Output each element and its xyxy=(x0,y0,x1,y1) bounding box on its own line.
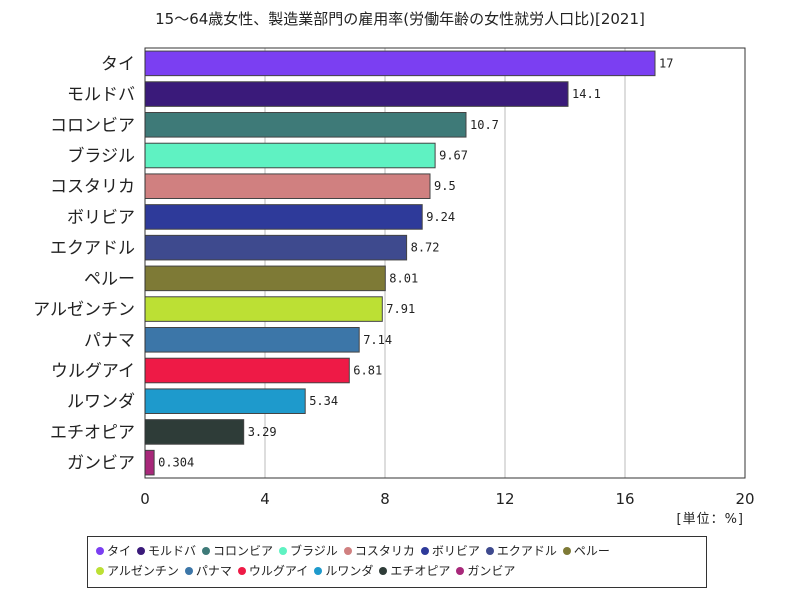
legend-label: ウルグアイ xyxy=(248,564,309,578)
legend-item: ペルー xyxy=(562,541,610,561)
bar-value-label: 9.24 xyxy=(426,210,455,224)
category-label: ルワンダ xyxy=(67,392,135,412)
bar xyxy=(144,388,306,414)
legend-swatch xyxy=(202,547,211,555)
bar xyxy=(144,234,408,261)
legend-item: エクアドル xyxy=(485,541,557,561)
category-label: パナマ xyxy=(84,331,135,351)
legend-swatch xyxy=(485,547,494,555)
x-tick-label: 20 xyxy=(735,490,754,508)
x-tick-label: 12 xyxy=(495,490,514,508)
bar-value-label: 6.81 xyxy=(353,364,382,378)
legend-label: ルワンダ xyxy=(325,564,374,578)
category-label: モルドバ xyxy=(67,85,135,105)
legend-item: アルゼンチン xyxy=(96,561,179,581)
unit-label: [単位：%] xyxy=(676,512,744,527)
bar-value-label: 8.72 xyxy=(411,241,440,255)
bar-value-label: 3.29 xyxy=(248,425,277,439)
legend-label: アルゼンチン xyxy=(107,564,179,578)
chart-title: 15～64歳女性、製造業部門の雇用率(労働年齢の女性就労人口比)[2021] xyxy=(155,10,645,28)
legend-label: モルドバ xyxy=(148,544,197,558)
legend-swatch xyxy=(562,547,571,555)
bar xyxy=(144,50,656,77)
legend-label: エチオピア xyxy=(390,564,451,578)
category-label: アルゼンチン xyxy=(33,300,135,320)
legend-swatch xyxy=(96,547,104,555)
legend-item: コスタリカ xyxy=(343,541,415,561)
bar xyxy=(144,173,431,200)
bar xyxy=(144,357,350,384)
legend-item: ウルグアイ xyxy=(237,561,309,581)
legend-swatch xyxy=(279,547,288,555)
category-label: タイ xyxy=(101,54,135,74)
legend-label: タイ xyxy=(107,544,132,558)
category-label: ウルグアイ xyxy=(51,362,135,382)
plot-area xyxy=(144,47,746,479)
bar-value-label: 5.34 xyxy=(309,394,338,408)
category-label: エクアドル xyxy=(50,239,135,259)
legend-item: ガンビア xyxy=(456,561,515,581)
legend-label: ガンビア xyxy=(467,564,516,578)
bar-value-label: 9.5 xyxy=(434,179,456,193)
legend-item: タイ xyxy=(96,541,131,561)
legend-label: パナマ xyxy=(195,564,232,578)
legend-item: ルワンダ xyxy=(314,561,373,581)
legend-swatch xyxy=(343,547,352,555)
bar xyxy=(144,112,467,138)
x-tick-label: 0 xyxy=(140,490,150,508)
category-label: ブラジル xyxy=(67,146,135,167)
bar xyxy=(144,419,245,445)
x-tick-label: 4 xyxy=(260,490,270,508)
legend-item: エチオピア xyxy=(379,561,450,581)
legend-swatch xyxy=(96,567,104,575)
legend-swatch xyxy=(184,567,193,575)
category-label: ペルー xyxy=(84,269,135,289)
bar xyxy=(144,265,386,292)
bar-value-label: 17 xyxy=(659,56,673,70)
legend-swatch xyxy=(237,567,246,575)
bar xyxy=(144,296,383,322)
bar xyxy=(144,449,155,476)
legend-item: モルドバ xyxy=(137,541,196,561)
bar-value-label: 14.1 xyxy=(572,87,601,101)
bar xyxy=(144,327,360,353)
x-tick-label: 16 xyxy=(615,490,634,508)
legend-label: コロンビア xyxy=(213,544,274,558)
bar xyxy=(144,81,569,107)
bar-value-label: 9.67 xyxy=(439,149,468,163)
category-label: ガンビア xyxy=(67,454,135,474)
legend-swatch xyxy=(420,547,429,555)
legend: タイ モルドバ コロンビア ブラジル コスタリカ ボリビア エクアドル ペルーアルゼンチン パナ… xyxy=(87,536,707,588)
legend-swatch xyxy=(137,547,146,555)
legend-label: ブラジル xyxy=(290,544,338,558)
bar xyxy=(144,142,436,169)
legend-item: ボリビア xyxy=(420,541,480,561)
legend-label: ペルー xyxy=(573,544,610,558)
x-tick-label: 8 xyxy=(380,490,390,508)
bar-value-label: 10.7 xyxy=(470,118,499,132)
bar-value-label: 7.14 xyxy=(363,333,392,347)
legend-label: エクアドル xyxy=(496,544,557,558)
legend-label: ボリビア xyxy=(431,544,480,558)
bar-value-label: 8.01 xyxy=(389,271,418,285)
category-label: ボリビア xyxy=(67,208,135,228)
category-label: エチオピア xyxy=(50,423,135,443)
legend-label: コスタリカ xyxy=(354,544,415,558)
legend-swatch xyxy=(379,567,388,575)
legend-item: ブラジル xyxy=(279,541,338,561)
category-label: コロンビア xyxy=(50,116,135,136)
bar-value-label: 0.304 xyxy=(158,456,194,470)
bar-value-label: 7.91 xyxy=(386,302,415,316)
legend-item: パナマ xyxy=(184,561,232,581)
legend-swatch xyxy=(314,567,323,575)
legend-item: コロンビア xyxy=(202,541,273,561)
legend-swatch xyxy=(456,567,465,575)
bar xyxy=(144,204,423,230)
category-label: コスタリカ xyxy=(50,177,135,197)
